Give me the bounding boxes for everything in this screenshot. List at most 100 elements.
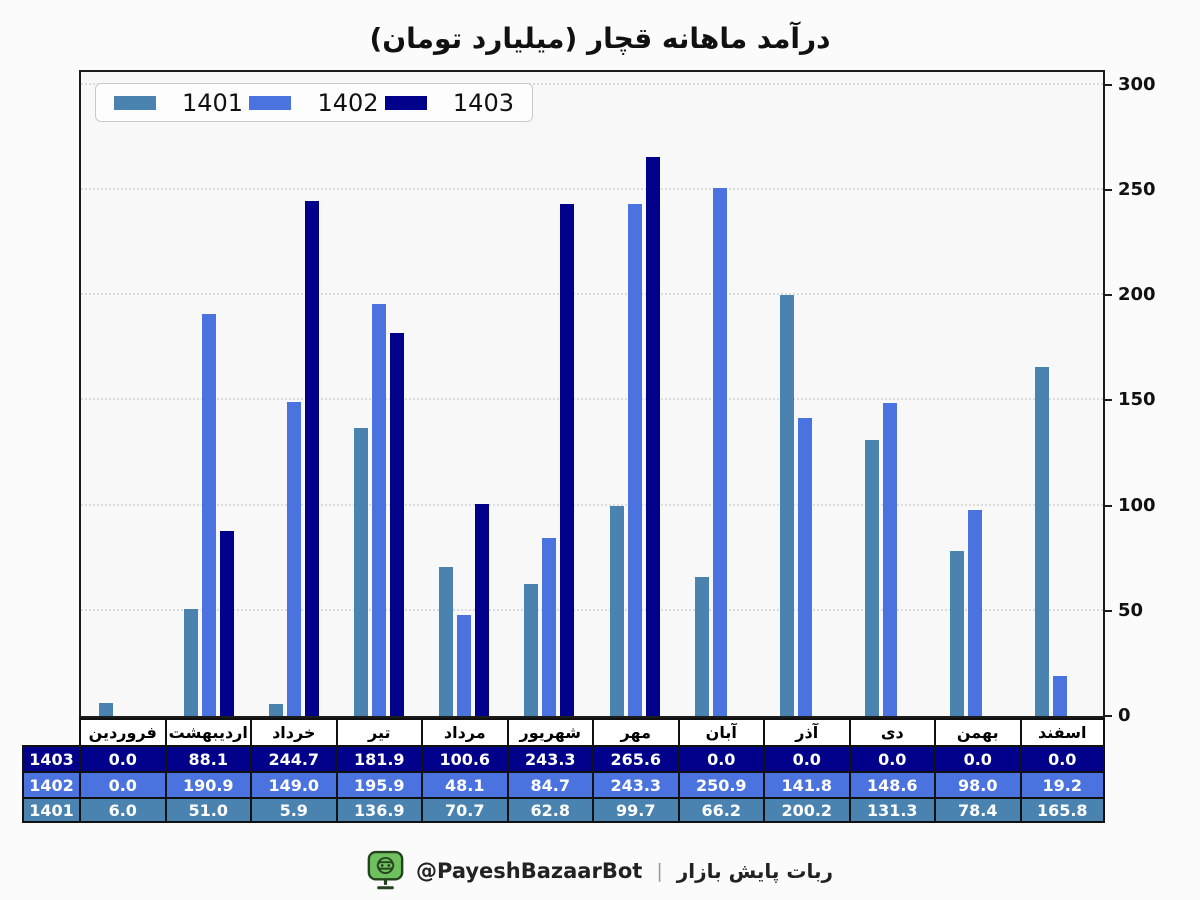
gridline bbox=[81, 82, 1103, 85]
table-cell: 149.0 bbox=[250, 771, 336, 797]
table-cell: 19.2 bbox=[1019, 771, 1105, 797]
table-month-header: فروردین bbox=[79, 718, 165, 745]
y-tick-label: 0 bbox=[1118, 705, 1131, 726]
legend-item-1403: 1403 bbox=[384, 88, 514, 117]
gridline bbox=[81, 503, 1103, 506]
table-cell: 136.9 bbox=[335, 797, 421, 823]
month-group bbox=[166, 72, 251, 716]
table-cell: 70.7 bbox=[421, 797, 507, 823]
table-cell: 51.0 bbox=[164, 797, 250, 823]
gridline bbox=[81, 187, 1103, 190]
bar-1401 bbox=[439, 567, 454, 716]
bar-1402 bbox=[542, 537, 557, 716]
legend-label: 1401 bbox=[182, 88, 244, 117]
table-cell: 200.2 bbox=[763, 797, 849, 823]
table-cell: 190.9 bbox=[164, 771, 250, 797]
bar-1403 bbox=[475, 504, 490, 716]
y-tick-mark bbox=[1103, 715, 1112, 717]
bar-1401 bbox=[950, 551, 965, 716]
table-month-header: بهمن bbox=[934, 718, 1020, 745]
table-cell: 88.1 bbox=[164, 745, 250, 771]
table-cell: 98.0 bbox=[934, 771, 1020, 797]
month-group bbox=[507, 72, 592, 716]
bar-1402 bbox=[457, 614, 472, 716]
month-group bbox=[933, 72, 1018, 716]
y-tick-label: 50 bbox=[1118, 599, 1144, 621]
y-tick-label: 250 bbox=[1118, 178, 1156, 200]
bar-1402 bbox=[372, 303, 387, 716]
table-cell: 148.6 bbox=[848, 771, 934, 797]
bar-1401 bbox=[609, 506, 624, 716]
table-cell: 78.4 bbox=[934, 797, 1020, 823]
table-month-header: تیر bbox=[335, 718, 421, 745]
bar-1402 bbox=[712, 187, 727, 716]
month-group bbox=[677, 72, 762, 716]
y-tick-mark bbox=[1103, 294, 1112, 297]
table-cell: 66.2 bbox=[677, 797, 763, 823]
gridline bbox=[81, 608, 1103, 611]
bar-1403 bbox=[304, 201, 319, 716]
bar-1401 bbox=[354, 427, 369, 716]
footer-separator: | bbox=[656, 860, 663, 882]
table-cell: 0.0 bbox=[848, 745, 934, 771]
month-group bbox=[337, 72, 422, 716]
table-cell: 0.0 bbox=[934, 745, 1020, 771]
y-tick-mark bbox=[1103, 504, 1112, 507]
bar-1403 bbox=[390, 333, 405, 716]
bar-1401 bbox=[183, 608, 198, 716]
table-cell: 48.1 bbox=[421, 771, 507, 797]
table-month-header: مهر bbox=[592, 718, 678, 745]
bar-1401 bbox=[268, 703, 283, 716]
footer-bot-handle: @PayeshBazaarBot bbox=[416, 859, 643, 883]
bar-1401 bbox=[524, 583, 539, 716]
y-tick-mark bbox=[1103, 399, 1112, 402]
table-cell: 244.7 bbox=[250, 745, 336, 771]
table-cell: 181.9 bbox=[335, 745, 421, 771]
legend-label: 1402 bbox=[317, 88, 379, 117]
table-month-header: آذر bbox=[763, 718, 849, 745]
table-month-header: خرداد bbox=[250, 718, 336, 745]
month-group bbox=[848, 72, 933, 716]
table-cell: 141.8 bbox=[763, 771, 849, 797]
footer-bot-name: ربات پایش بازار bbox=[676, 859, 833, 883]
legend: 1401 1402 1403 bbox=[95, 83, 533, 122]
table-cell: 0.0 bbox=[763, 745, 849, 771]
y-tick-mark bbox=[1103, 83, 1112, 86]
table-cell: 243.3 bbox=[506, 745, 592, 771]
y-tick-label: 200 bbox=[1118, 284, 1156, 306]
month-group bbox=[1018, 72, 1103, 716]
y-tick-label: 100 bbox=[1118, 494, 1156, 516]
footer: @PayeshBazaarBot | ربات پایش بازار bbox=[0, 850, 1200, 892]
bar-1402 bbox=[797, 417, 812, 716]
bar-1402 bbox=[883, 403, 898, 716]
table-row-label: 1401 bbox=[22, 797, 79, 823]
table-cell: 265.6 bbox=[592, 745, 678, 771]
legend-label: 1403 bbox=[452, 88, 514, 117]
table-month-header: اردیبهشت bbox=[164, 718, 250, 745]
bar-1401 bbox=[1035, 367, 1050, 716]
bar-1401 bbox=[98, 703, 113, 716]
table-month-header: شهریور bbox=[506, 718, 592, 745]
bar-1401 bbox=[865, 439, 880, 716]
legend-item-1401: 1401 bbox=[114, 89, 243, 117]
month-group bbox=[422, 72, 507, 716]
y-tick-mark bbox=[1103, 609, 1112, 612]
table-cell: 195.9 bbox=[335, 771, 421, 797]
legend-swatch bbox=[384, 95, 427, 110]
table-month-header: اسفند bbox=[1019, 718, 1105, 745]
month-group bbox=[81, 72, 166, 716]
legend-swatch bbox=[249, 95, 292, 110]
month-group bbox=[592, 72, 677, 716]
table-cell: 0.0 bbox=[1019, 745, 1105, 771]
table-cell: 62.8 bbox=[506, 797, 592, 823]
table-cell: 243.3 bbox=[592, 771, 678, 797]
table-row-label: 1402 bbox=[22, 771, 79, 797]
gridline bbox=[81, 293, 1103, 296]
table-cell: 250.9 bbox=[677, 771, 763, 797]
table-cell: 0.0 bbox=[677, 745, 763, 771]
bar-1401 bbox=[779, 294, 794, 716]
bar-1402 bbox=[286, 402, 301, 716]
y-tick-label: 300 bbox=[1118, 73, 1156, 95]
gridline bbox=[81, 398, 1103, 401]
bot-icon bbox=[367, 850, 404, 890]
